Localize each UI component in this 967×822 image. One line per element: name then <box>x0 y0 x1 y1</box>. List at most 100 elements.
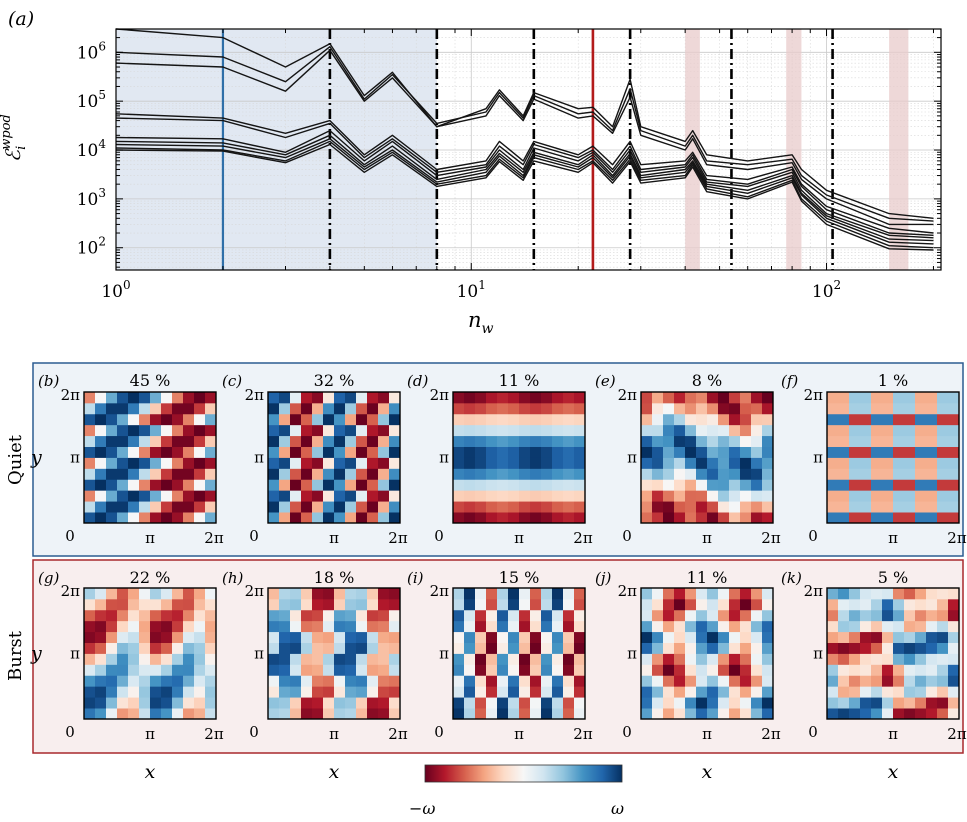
field-cell <box>106 588 118 600</box>
field-cell <box>128 392 140 404</box>
field-cell <box>464 457 476 469</box>
field-cell <box>893 424 905 437</box>
field-cell <box>268 501 280 513</box>
field-cell <box>696 708 708 720</box>
field-cell <box>367 588 379 600</box>
field-cell <box>453 598 465 611</box>
field-cell <box>685 490 697 502</box>
field-cell <box>334 501 346 513</box>
field-cell <box>707 686 719 698</box>
y-tick-label-exp: 4 <box>98 137 106 151</box>
field-cell <box>334 457 346 469</box>
field-cell <box>301 631 313 643</box>
series-line <box>115 138 934 245</box>
field-cell <box>150 642 162 654</box>
field-cell <box>530 446 542 458</box>
field-cell <box>937 392 949 404</box>
field-cell <box>893 598 905 611</box>
tick-marks <box>115 28 941 270</box>
field-cell <box>172 620 184 633</box>
field-cell <box>205 686 217 698</box>
field-cell <box>707 435 719 447</box>
field-cell <box>541 435 553 447</box>
field-cell <box>663 708 675 720</box>
field-cell <box>150 468 162 480</box>
field-cell <box>904 609 916 622</box>
field-cell <box>194 457 206 469</box>
field-cell <box>334 697 346 709</box>
x-tick-pi: π <box>145 529 155 547</box>
field-cell <box>139 609 151 622</box>
field-cell <box>882 598 894 611</box>
field-cell <box>117 392 129 404</box>
field-cell <box>150 697 162 709</box>
field-cell <box>279 490 291 502</box>
field-cell <box>117 424 129 437</box>
field-cell <box>948 664 960 676</box>
field-cell <box>519 402 531 415</box>
panel-label: (j) <box>595 569 612 587</box>
field-cell <box>194 642 206 654</box>
field-cell <box>552 446 564 458</box>
field-cell <box>194 609 206 622</box>
field-cell <box>882 642 894 654</box>
field-cell <box>106 675 118 687</box>
field-cell <box>762 588 774 600</box>
field-cell <box>574 402 586 415</box>
field-cell <box>150 653 162 665</box>
field-cell <box>674 631 686 643</box>
field-cell <box>389 609 401 622</box>
field-cell <box>882 620 894 633</box>
field-cell <box>729 609 741 622</box>
field-cell <box>860 708 872 720</box>
field-cell <box>827 631 839 643</box>
field-cell <box>323 642 335 654</box>
field-cell <box>882 446 894 458</box>
field-cell <box>279 631 291 643</box>
y-tick-label: 104 <box>77 137 107 161</box>
field-cell <box>161 392 173 404</box>
field-cell <box>389 653 401 665</box>
field-cell <box>751 468 763 480</box>
field-cell <box>707 675 719 687</box>
field-cell <box>530 413 542 426</box>
field-cell <box>762 642 774 654</box>
plot-frame <box>115 28 942 271</box>
colorbar: −ω ω <box>409 764 624 818</box>
field-cell <box>530 631 542 643</box>
field-cell <box>84 512 96 524</box>
field-cell <box>541 413 553 426</box>
field-cell <box>685 501 697 513</box>
field-cell <box>871 697 883 709</box>
field-cell <box>641 435 653 447</box>
field-cell <box>194 708 206 720</box>
field-cell <box>106 424 118 437</box>
field-cell <box>367 609 379 622</box>
field-cell <box>139 708 151 720</box>
field-cell <box>707 697 719 709</box>
field-cell <box>552 479 564 491</box>
field-cell <box>486 413 498 426</box>
field-cell <box>893 402 905 415</box>
field-cell <box>827 642 839 654</box>
field-cell <box>323 446 335 458</box>
field-cell <box>740 413 752 426</box>
field-cell <box>161 642 173 654</box>
field-cell <box>389 413 401 426</box>
field-cell <box>541 664 553 676</box>
field-cell <box>312 446 324 458</box>
field-cell <box>389 446 401 458</box>
x-tick-label-base: 10 <box>457 282 479 302</box>
field-cell <box>563 653 575 665</box>
field-cell <box>497 424 509 437</box>
field-cell <box>838 588 850 600</box>
field-cell <box>915 697 927 709</box>
field-cell <box>161 620 173 633</box>
field-cell <box>871 413 883 426</box>
field-cell <box>871 708 883 720</box>
series-line <box>115 143 934 251</box>
field-cell <box>652 675 664 687</box>
field-cell <box>84 468 96 480</box>
field-cell <box>718 686 730 698</box>
series-lines <box>115 28 934 251</box>
